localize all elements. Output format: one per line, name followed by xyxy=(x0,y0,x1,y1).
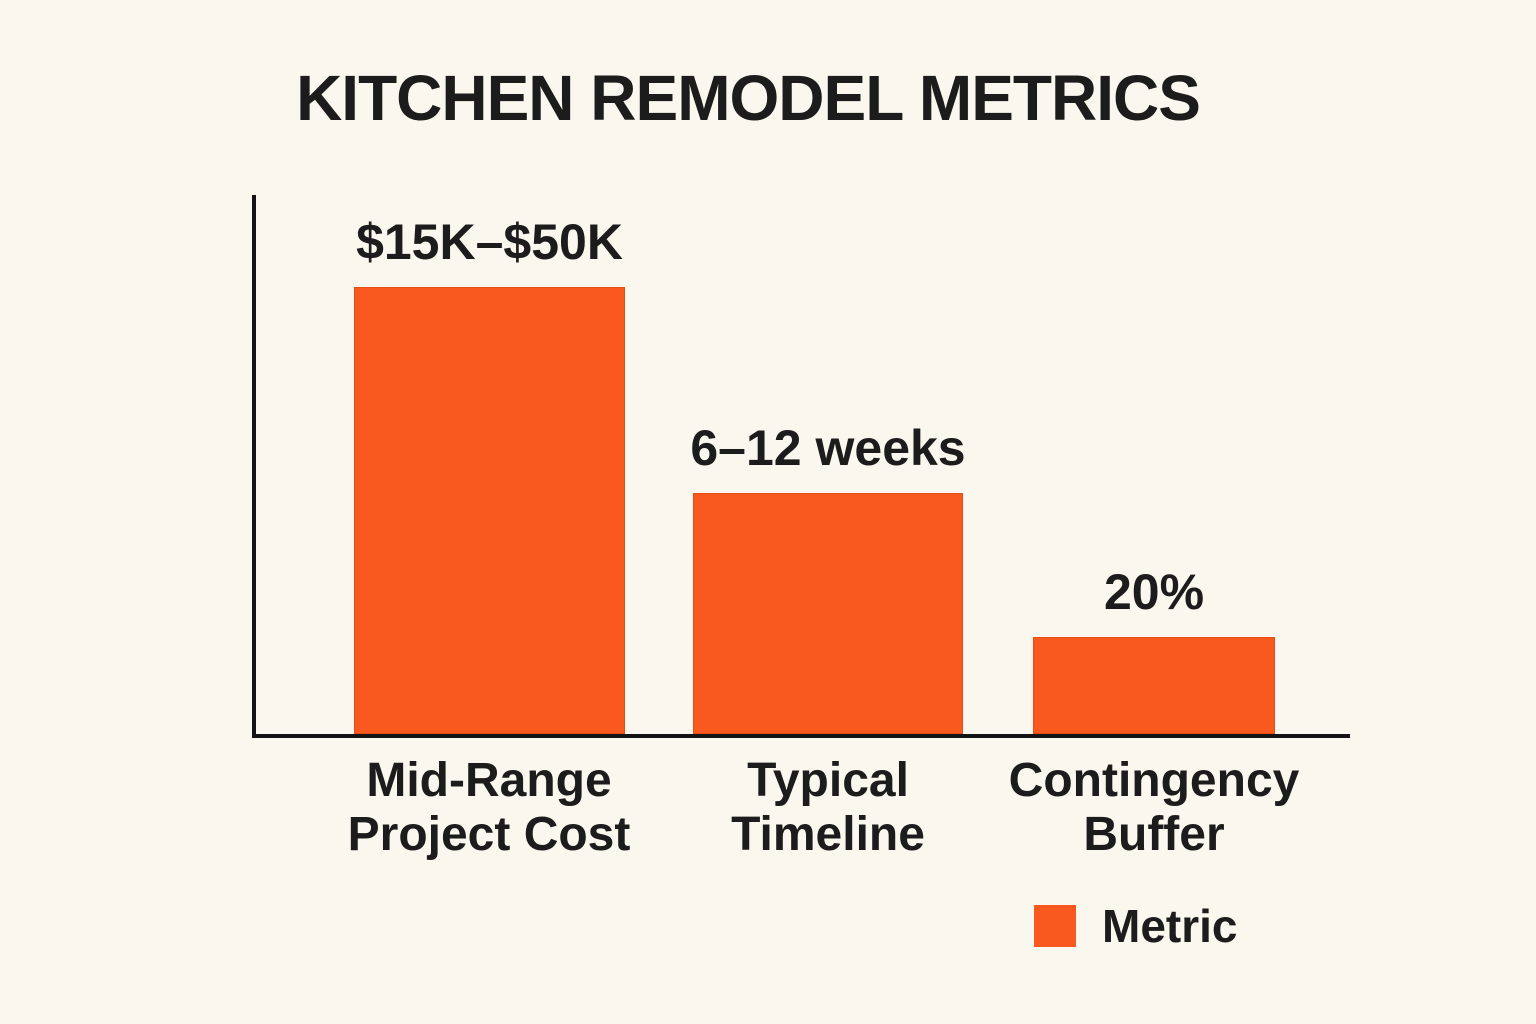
bar-group-contingency-buffer: 20% xyxy=(1033,195,1275,734)
category-label-contingency-buffer: Contingency Buffer xyxy=(934,754,1374,862)
category-label-line: Timeline xyxy=(731,807,925,861)
category-label-line: Project Cost xyxy=(347,807,631,861)
plot-area: $15K–$50K 6–12 weeks 20% xyxy=(256,195,1350,734)
bar-group-mid-range-project-cost: $15K–$50K xyxy=(354,195,625,734)
category-label-line: Typical xyxy=(747,754,909,807)
legend: Metric xyxy=(1034,903,1237,949)
category-label-typical-timeline: Typical Timeline xyxy=(608,754,1048,862)
bar-value-label: $15K–$50K xyxy=(356,214,623,271)
chart-title: KITCHEN REMODEL METRICS xyxy=(296,62,1201,134)
y-axis-line xyxy=(252,195,256,738)
legend-swatch-metric xyxy=(1034,905,1076,947)
category-label-mid-range-project-cost: Mid-Range Project Cost xyxy=(269,754,709,862)
category-label-line: Buffer xyxy=(1083,807,1225,861)
bar-mid-range-project-cost xyxy=(354,287,625,734)
bar-group-typical-timeline: 6–12 weeks xyxy=(690,195,966,734)
legend-label: Metric xyxy=(1102,900,1238,952)
category-label-line: Mid-Range xyxy=(366,754,612,807)
bar-typical-timeline xyxy=(693,493,963,734)
bar-value-label: 6–12 weeks xyxy=(690,420,966,477)
x-axis-line xyxy=(252,734,1350,738)
category-label-line: Contingency xyxy=(1008,754,1300,807)
bar-value-label: 20% xyxy=(1103,563,1205,620)
bar-contingency-buffer xyxy=(1033,636,1275,734)
